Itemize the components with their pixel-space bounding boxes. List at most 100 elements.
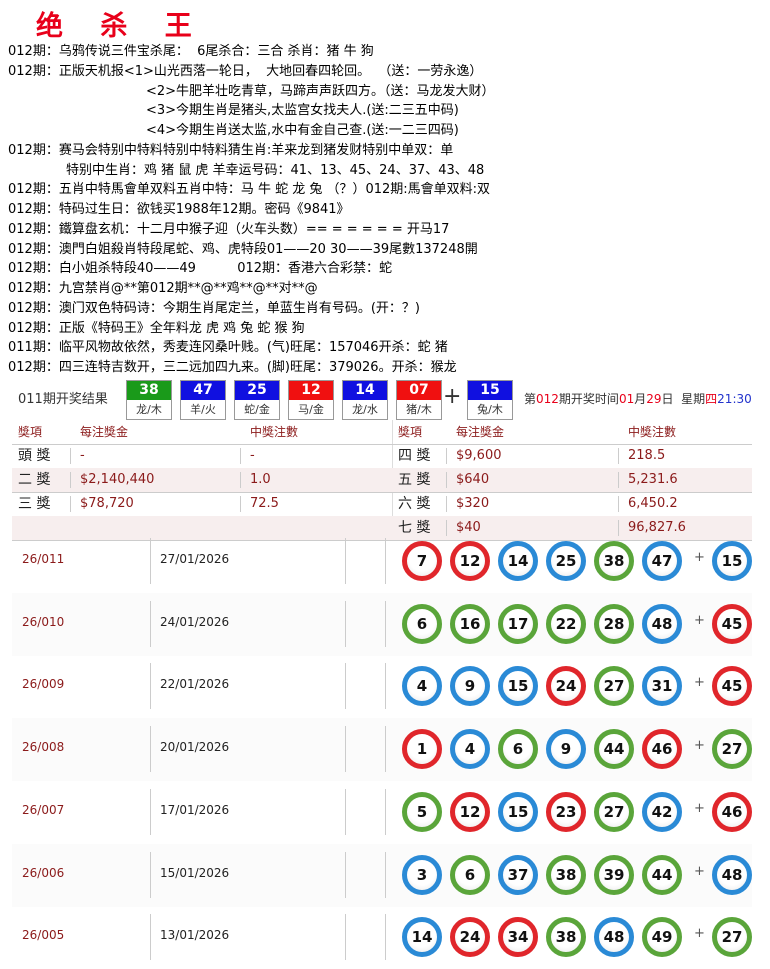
prize-label: 頭 獎 bbox=[18, 448, 51, 464]
divider bbox=[385, 788, 386, 835]
header-cell: 每注獎金 bbox=[456, 425, 505, 439]
divider bbox=[345, 600, 346, 647]
prize-label: 四 獎 bbox=[398, 448, 431, 464]
plus-sign: + bbox=[694, 926, 705, 942]
next-weekday: 四 bbox=[705, 392, 718, 406]
issue-number: 26/008 bbox=[22, 740, 65, 755]
plus-sign: + bbox=[443, 384, 462, 409]
divider bbox=[618, 472, 619, 488]
number-ball: 4 bbox=[402, 666, 442, 707]
prize-count: 72.5 bbox=[250, 496, 279, 511]
prize-count: 96,827.6 bbox=[628, 520, 686, 535]
number-ball: 16 bbox=[450, 603, 490, 644]
text: 第 bbox=[524, 392, 537, 406]
text-line: 012期：澳門白姐殺肖特段尾蛇、鸡、虎特段01——20 30——39尾數1372… bbox=[8, 241, 478, 257]
number-ball: 28 bbox=[594, 603, 634, 644]
header-cell: 中獎注數 bbox=[250, 425, 299, 439]
draw-date: 27/01/2026 bbox=[160, 552, 230, 566]
prize-prize: $320 bbox=[456, 496, 490, 511]
text-line: 012期：正版《特码王》全年料龙 虎 鸡 兔 蛇 猴 狗 bbox=[8, 320, 305, 336]
number-ball: 7 bbox=[402, 541, 442, 581]
text-line: <2>牛肥羊壮吃青草，马蹄声声跃四方。（送：马龙发大财） bbox=[146, 83, 495, 99]
issue-number: 26/007 bbox=[22, 802, 65, 817]
text-line: <4>今期生肖送太监,水中有金自己查.(送:一二三四码) bbox=[146, 123, 459, 138]
number-ball: 31 bbox=[642, 666, 682, 707]
number-ball: 14 bbox=[402, 917, 442, 958]
divider bbox=[385, 663, 386, 710]
text-line: 012期：澳门双色特码诗：今期生肖尾定兰，单蓝生肖有号码。(开：？) bbox=[8, 300, 420, 316]
divider bbox=[446, 472, 447, 488]
divider bbox=[240, 472, 241, 488]
ball-number: 14 bbox=[343, 381, 387, 400]
ball-zodiac: 兔/木 bbox=[477, 403, 503, 416]
plus-sign: + bbox=[694, 863, 705, 879]
draw-date: 24/01/2026 bbox=[160, 614, 230, 629]
number-ball: 24 bbox=[546, 666, 586, 707]
number-ball: 38 bbox=[594, 541, 634, 581]
special-ball: 27 bbox=[712, 917, 752, 958]
prize-count: 6,450.2 bbox=[628, 496, 678, 511]
ball-zodiac: 蛇/金 bbox=[244, 403, 270, 416]
prize-label: 三 獎 bbox=[18, 496, 51, 512]
number-ball: 9 bbox=[546, 729, 586, 770]
issue-number: 26/005 bbox=[22, 928, 65, 943]
history-row: 26/009 22/01/2026 4 9 15 24 27 31 +45 bbox=[12, 655, 752, 718]
result-ball: 15 兔/木 bbox=[467, 380, 513, 420]
prize-prize: $640 bbox=[456, 472, 490, 487]
number-ball: 34 bbox=[498, 917, 538, 958]
prize-table: 獎項 每注獎金 中獎注數 獎項 每注獎金 中獎注數頭 獎 - - 四 獎 $9,600 218.5 二… bbox=[12, 420, 752, 541]
prize-prize: $2,140,440 bbox=[80, 472, 155, 487]
next-issue: 012 bbox=[536, 392, 559, 406]
prize-row: 二 獎 $2,140,440 1.0 五 獎 $640 5,231.6 bbox=[12, 468, 752, 493]
history-row: 26/005 13/01/2026 14 24 34 38 48 49 +27 bbox=[12, 906, 752, 969]
issue-number: 26/010 bbox=[22, 614, 65, 629]
divider bbox=[150, 663, 151, 710]
text-line: 012期：正版天机报<1>山光西落一轮日， 大地回春四轮回。 （送：一劳永逸） bbox=[8, 63, 483, 79]
page-title: 绝 杀 王 bbox=[36, 11, 206, 42]
text-line: 012期：鐵算盘玄机：十二月中猴子迎（火车头数）== = = = = = 开马1… bbox=[8, 221, 450, 237]
prize-prize: $9,600 bbox=[456, 448, 502, 463]
number-ball: 42 bbox=[642, 791, 682, 832]
divider bbox=[385, 851, 386, 898]
draw-date: 22/01/2026 bbox=[160, 677, 230, 692]
number-ball: 5 bbox=[402, 791, 442, 832]
divider bbox=[150, 788, 151, 835]
ball-number: 25 bbox=[235, 381, 279, 400]
prize-count: 1.0 bbox=[250, 472, 271, 487]
next-month: 01 bbox=[618, 392, 635, 406]
ball-zodiac: 羊/火 bbox=[190, 403, 216, 416]
divider bbox=[385, 726, 386, 773]
number-ball: 9 bbox=[450, 666, 490, 707]
prediction-text-list: 012期：乌鸦传说三件宝杀尾： 6尾杀合：三合 杀肖：猪 牛 狗 012期：正版天… bbox=[8, 42, 495, 378]
ball-zodiac: 猪/木 bbox=[406, 403, 432, 416]
number-ball: 14 bbox=[498, 541, 538, 581]
number-ball: 15 bbox=[498, 791, 538, 832]
special-ball: 15 bbox=[712, 541, 752, 581]
number-ball: 44 bbox=[594, 729, 634, 770]
prize-label: 五 獎 bbox=[398, 472, 431, 488]
text-line: 011期：临平风物故依然，秀麦连冈桑叶贱。(气)旺尾：157046开杀：蛇 猪 bbox=[8, 340, 448, 356]
divider bbox=[150, 914, 151, 961]
number-ball: 49 bbox=[642, 917, 682, 958]
number-ball: 38 bbox=[546, 917, 586, 958]
prize-prize: $78,720 bbox=[80, 496, 134, 511]
text-line: 012期：九宫禁肖@**第012期**@**鸡**@**对**@ bbox=[8, 281, 318, 296]
number-ball: 3 bbox=[402, 854, 442, 895]
number-ball: 1 bbox=[402, 729, 442, 770]
result-ball: 12 马/金 bbox=[288, 380, 334, 420]
number-ball: 48 bbox=[594, 917, 634, 958]
header-cell: 中獎注數 bbox=[628, 425, 677, 439]
text: 月 bbox=[634, 392, 647, 406]
divider bbox=[345, 851, 346, 898]
prize-count: 218.5 bbox=[628, 448, 666, 463]
divider bbox=[446, 520, 447, 536]
ball-number: 12 bbox=[289, 381, 333, 400]
text-line: 012期：乌鸦传说三件宝杀尾： 6尾杀合：三合 杀肖：猪 牛 狗 bbox=[8, 44, 374, 59]
ball-number: 07 bbox=[397, 381, 441, 400]
special-ball: 48 bbox=[712, 854, 752, 895]
number-ball: 27 bbox=[594, 791, 634, 832]
special-ball: 45 bbox=[712, 666, 752, 707]
number-ball: 25 bbox=[546, 541, 586, 581]
text-line: <3>今期生肖是猪头,太监宫女找夫人.(送:二三五中码) bbox=[146, 103, 459, 119]
number-ball: 27 bbox=[594, 666, 634, 707]
